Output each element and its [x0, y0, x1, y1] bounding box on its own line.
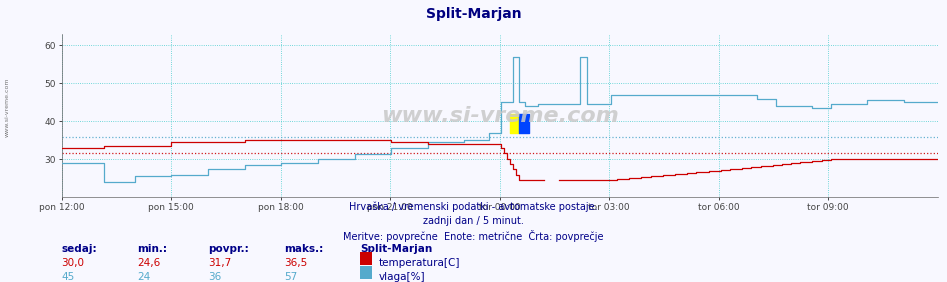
Text: Hrvaška / vremenski podatki - avtomatske postaje.: Hrvaška / vremenski podatki - avtomatske… — [349, 202, 598, 212]
Text: povpr.:: povpr.: — [208, 244, 249, 254]
Text: min.:: min.: — [137, 244, 168, 254]
Text: Meritve: povprečne  Enote: metrične  Črta: povprečje: Meritve: povprečne Enote: metrične Črta:… — [343, 230, 604, 242]
Text: Split-Marjan: Split-Marjan — [426, 7, 521, 21]
Text: maks.:: maks.: — [284, 244, 323, 254]
Text: 24: 24 — [137, 272, 151, 282]
Text: 24,6: 24,6 — [137, 258, 161, 268]
Text: www.si-vreme.com: www.si-vreme.com — [381, 106, 618, 125]
Text: www.si-vreme.com: www.si-vreme.com — [5, 78, 10, 137]
Text: zadnji dan / 5 minut.: zadnji dan / 5 minut. — [423, 216, 524, 226]
Text: 31,7: 31,7 — [208, 258, 232, 268]
Text: temperatura[C]: temperatura[C] — [379, 258, 460, 268]
Text: 36,5: 36,5 — [284, 258, 308, 268]
Text: 57: 57 — [284, 272, 297, 282]
Text: vlaga[%]: vlaga[%] — [379, 272, 425, 282]
Text: 30,0: 30,0 — [62, 258, 84, 268]
Text: 36: 36 — [208, 272, 222, 282]
Text: sedaj:: sedaj: — [62, 244, 98, 254]
Text: 45: 45 — [62, 272, 75, 282]
Text: Split-Marjan: Split-Marjan — [360, 244, 432, 254]
